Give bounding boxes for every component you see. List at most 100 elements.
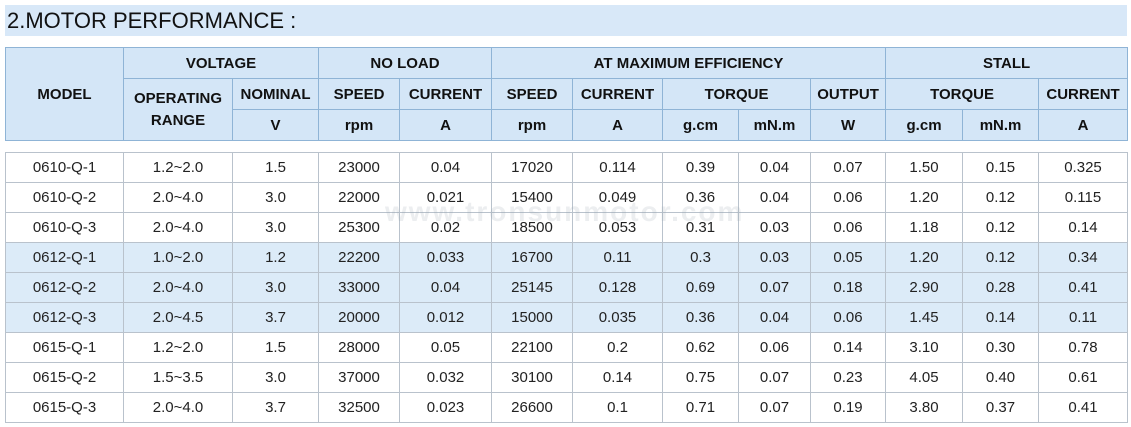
data-cell: 1.2~2.0 [123, 332, 233, 363]
data-cell: 0.3 [662, 242, 739, 273]
unit-cell: V [232, 109, 319, 141]
data-cell: 0.19 [810, 392, 886, 423]
data-cell: 0.78 [1038, 332, 1128, 363]
model-cell: 0612-Q-2 [5, 272, 124, 303]
data-cell: 1.18 [885, 212, 963, 243]
data-cell: 0.37 [962, 392, 1039, 423]
data-cell: 0.07 [738, 272, 811, 303]
data-cell: 32500 [318, 392, 400, 423]
data-cell: 1.45 [885, 302, 963, 333]
data-cell: 0.12 [962, 242, 1039, 273]
data-cell: 0.69 [662, 272, 739, 303]
data-cell: 1.50 [885, 152, 963, 183]
data-cell: 0.035 [572, 302, 663, 333]
data-cell: 0.06 [738, 332, 811, 363]
header-cell: AT MAXIMUM EFFICIENCY [491, 47, 887, 79]
header-cell: CURRENT [572, 78, 664, 110]
data-cell: 15400 [491, 182, 573, 213]
data-cell: 2.90 [885, 272, 963, 303]
data-cell: 22000 [318, 182, 400, 213]
data-cell: 3.0 [232, 212, 319, 243]
data-cell: 22100 [491, 332, 573, 363]
data-cell: 37000 [318, 362, 400, 393]
data-cell: 0.31 [662, 212, 739, 243]
header-cell: CURRENT [398, 78, 493, 110]
data-cell: 0.05 [399, 332, 492, 363]
data-cell: 0.23 [810, 362, 886, 393]
data-cell: 23000 [318, 152, 400, 183]
data-cell: 0.023 [399, 392, 492, 423]
data-cell: 0.04 [738, 182, 811, 213]
header-cell: TORQUE [885, 78, 1040, 110]
table-row: 0610-Q-1 1.2~2.0 1.5 23000 0.04 17020 0.114 0.3… [5, 152, 1128, 183]
unit-cell: g.cm [885, 109, 964, 141]
data-cell: 0.053 [572, 212, 663, 243]
table-row: 0615-Q-3 2.0~4.0 3.7 32500 0.023 26600 0.1 0.71… [5, 392, 1128, 423]
data-cell: 25300 [318, 212, 400, 243]
unit-cell: mN.m [738, 109, 812, 141]
data-cell: 1.5~3.5 [123, 362, 233, 393]
data-cell: 0.032 [399, 362, 492, 393]
model-cell: 0615-Q-2 [5, 362, 124, 393]
data-cell: 1.2 [232, 242, 319, 273]
data-cell: 0.012 [399, 302, 492, 333]
data-cell: 1.5 [232, 152, 319, 183]
data-cell: 0.14 [962, 302, 1039, 333]
table-row: 0612-Q-3 2.0~4.5 3.7 20000 0.012 15000 0.035 0.… [5, 302, 1128, 333]
table-row: 0615-Q-2 1.5~3.5 3.0 37000 0.032 30100 0.14 0.7… [5, 362, 1128, 393]
unit-cell: A [1038, 109, 1129, 141]
data-cell: 0.14 [572, 362, 663, 393]
data-cell: 0.36 [662, 302, 739, 333]
header-cell: NO LOAD [317, 47, 493, 79]
table-row: 0612-Q-2 2.0~4.0 3.0 33000 0.04 25145 0.128 0.6… [5, 272, 1128, 303]
data-cell: 0.115 [1038, 182, 1128, 213]
table-header: MODEL VOLTAGE NO LOAD AT MAXIMUM EFFICIE… [5, 47, 1129, 141]
model-cell: 0610-Q-1 [5, 152, 124, 183]
data-cell: 2.0~4.0 [123, 182, 233, 213]
data-cell: 1.20 [885, 242, 963, 273]
data-cell: 0.41 [1038, 392, 1128, 423]
data-cell: 3.10 [885, 332, 963, 363]
data-cell: 0.2 [572, 332, 663, 363]
header-cell: NOMINAL [232, 78, 319, 110]
table-row: 0612-Q-1 1.0~2.0 1.2 22200 0.033 16700 0.11 0.3… [5, 242, 1128, 273]
data-cell: 26600 [491, 392, 573, 423]
data-cell: 0.11 [572, 242, 663, 273]
data-cell: 18500 [491, 212, 573, 243]
header-cell: SPEED [318, 78, 400, 110]
data-cell: 1.5 [232, 332, 319, 363]
table-row: 0610-Q-3 2.0~4.0 3.0 25300 0.02 18500 0.053 0.3… [5, 212, 1128, 243]
data-cell: 0.34 [1038, 242, 1128, 273]
data-cell: 0.06 [810, 182, 886, 213]
data-cell: 30100 [491, 362, 573, 393]
data-cell: 0.03 [738, 242, 811, 273]
data-cell: 3.7 [232, 392, 319, 423]
header-cell: OPERATING RANGE [123, 78, 233, 141]
unit-cell: A [398, 109, 493, 141]
unit-cell: g.cm [662, 109, 740, 141]
data-cell: 0.12 [962, 182, 1039, 213]
model-cell: 0612-Q-3 [5, 302, 124, 333]
data-cell: 15000 [491, 302, 573, 333]
table-row: 0615-Q-1 1.2~2.0 1.5 28000 0.05 22100 0.2 0.62 0… [5, 332, 1128, 363]
unit-cell: A [572, 109, 664, 141]
data-cell: 1.0~2.0 [123, 242, 233, 273]
model-cell: 0610-Q-3 [5, 212, 124, 243]
data-cell: 17020 [491, 152, 573, 183]
data-cell: 2.0~4.5 [123, 302, 233, 333]
model-cell: 0610-Q-2 [5, 182, 124, 213]
data-cell: 0.07 [810, 152, 886, 183]
data-cell: 4.05 [885, 362, 963, 393]
model-cell: 0615-Q-1 [5, 332, 124, 363]
unit-cell: W [810, 109, 887, 141]
data-cell: 1.20 [885, 182, 963, 213]
data-cell: 16700 [491, 242, 573, 273]
header-cell: SPEED [491, 78, 574, 110]
data-cell: 0.11 [1038, 302, 1128, 333]
table-body: 0610-Q-1 1.2~2.0 1.5 23000 0.04 17020 0.114 0.3… [5, 152, 1128, 423]
table-row: 0610-Q-2 2.0~4.0 3.0 22000 0.021 15400 0.049 0.… [5, 182, 1128, 213]
unit-cell: mN.m [962, 109, 1040, 141]
data-cell: 0.30 [962, 332, 1039, 363]
data-cell: 2.0~4.0 [123, 392, 233, 423]
